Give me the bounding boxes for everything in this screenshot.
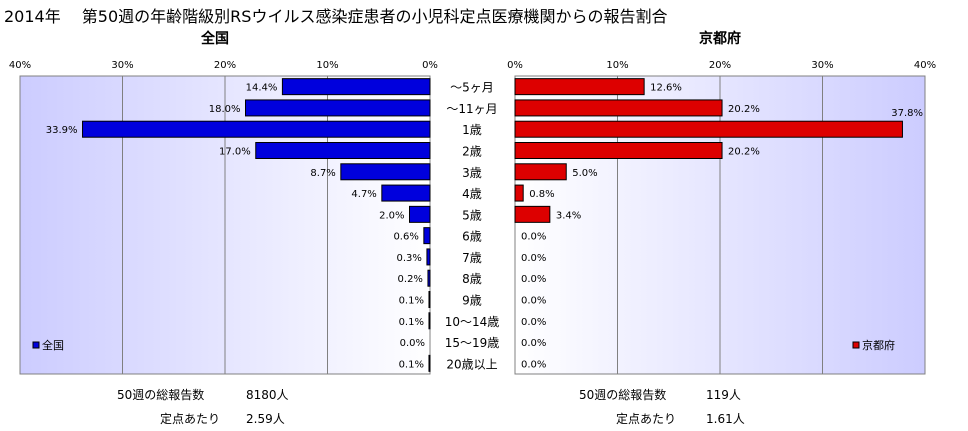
national-per-site-label: 定点あたり bbox=[160, 412, 221, 426]
kyoto-data-label: 0.0% bbox=[521, 253, 546, 264]
category-label: 3歳 bbox=[462, 166, 482, 180]
kyoto-total-value: 119人 bbox=[706, 388, 741, 402]
category-label: 15～19歳 bbox=[445, 336, 500, 350]
kyoto-bar bbox=[514, 142, 723, 159]
category-label: 20歳以上 bbox=[446, 357, 497, 371]
kyoto-per-site-value: 1.61人 bbox=[706, 412, 745, 426]
category-label: 1歳 bbox=[462, 123, 482, 137]
national-bar bbox=[255, 142, 431, 159]
national-data-label: 18.0% bbox=[209, 104, 241, 115]
category-label: 7歳 bbox=[462, 251, 482, 265]
kyoto-x-tick: 20% bbox=[709, 60, 731, 71]
national-legend-label: 全国 bbox=[42, 338, 64, 352]
category-label: 10～14歳 bbox=[445, 315, 500, 329]
kyoto-x-tick: 0% bbox=[507, 60, 523, 71]
national-bar bbox=[423, 227, 431, 245]
national-data-label: 8.7% bbox=[310, 168, 335, 179]
kyoto-bar bbox=[514, 184, 524, 202]
national-legend-swatch bbox=[32, 341, 40, 349]
kyoto-bar bbox=[514, 120, 903, 138]
kyoto-data-label: 0.0% bbox=[521, 359, 546, 370]
national-x-tick: 20% bbox=[214, 60, 236, 71]
national-bar bbox=[82, 120, 431, 138]
national-data-label: 0.2% bbox=[398, 274, 423, 285]
kyoto-total-label: 50週の総報告数 bbox=[579, 388, 667, 402]
national-data-label: 0.1% bbox=[399, 317, 424, 328]
national-data-label: 33.9% bbox=[46, 125, 78, 136]
category-label: 5歳 bbox=[462, 208, 482, 222]
national-bar bbox=[340, 163, 431, 181]
category-label: ～5ヶ月 bbox=[450, 81, 494, 95]
kyoto-per-site-label: 定点あたり bbox=[616, 412, 677, 426]
category-label: 6歳 bbox=[462, 230, 482, 244]
kyoto-data-label: 20.2% bbox=[728, 104, 760, 115]
kyoto-x-tick: 40% bbox=[914, 60, 936, 71]
national-bar bbox=[427, 269, 431, 287]
national-x-tick: 0% bbox=[422, 60, 438, 71]
national-x-tick: 30% bbox=[111, 60, 133, 71]
kyoto-bar bbox=[514, 78, 645, 96]
chart-title: 2014年 第50週の年齢階級別RSウイルス感染症患者の小児科定点医療機関からの… bbox=[4, 7, 668, 26]
kyoto-bar bbox=[514, 99, 723, 117]
kyoto-data-label: 37.8% bbox=[891, 108, 923, 119]
national-bar bbox=[428, 354, 431, 372]
category-label: ～11ヶ月 bbox=[446, 102, 497, 116]
national-bar bbox=[245, 99, 431, 117]
kyoto-data-label: 0.0% bbox=[521, 274, 546, 285]
kyoto-data-label: 0.0% bbox=[521, 338, 546, 349]
kyoto-data-label: 3.4% bbox=[556, 210, 581, 221]
kyoto-x-tick: 10% bbox=[606, 60, 628, 71]
national-total-label: 50週の総報告数 bbox=[117, 388, 205, 402]
national-bar bbox=[426, 248, 431, 266]
national-data-label: 0.0% bbox=[400, 338, 425, 349]
category-label: 4歳 bbox=[462, 187, 482, 201]
national-data-label: 17.0% bbox=[219, 147, 251, 158]
kyoto-bar bbox=[514, 205, 551, 223]
national-data-label: 4.7% bbox=[351, 189, 376, 200]
category-label: 8歳 bbox=[462, 272, 482, 286]
national-x-tick: 40% bbox=[9, 60, 31, 71]
national-data-label: 0.3% bbox=[397, 253, 422, 264]
national-data-label: 0.1% bbox=[399, 296, 424, 307]
kyoto-data-label: 0.0% bbox=[521, 317, 546, 328]
national-data-label: 14.4% bbox=[246, 83, 278, 94]
national-per-site-value: 2.59人 bbox=[246, 412, 285, 426]
national-data-label: 0.6% bbox=[393, 232, 418, 243]
kyoto-legend-swatch bbox=[852, 341, 860, 349]
kyoto-data-label: 20.2% bbox=[728, 147, 760, 158]
kyoto-data-label: 12.6% bbox=[650, 83, 682, 94]
national-panel-title: 全国 bbox=[200, 30, 229, 47]
national-bar bbox=[381, 184, 431, 202]
national-bar bbox=[281, 78, 431, 96]
kyoto-bar bbox=[514, 163, 567, 181]
kyoto-x-tick: 30% bbox=[811, 60, 833, 71]
kyoto-data-label: 5.0% bbox=[572, 168, 597, 179]
category-label: 9歳 bbox=[462, 294, 482, 308]
national-bar bbox=[428, 312, 431, 330]
national-x-tick: 10% bbox=[316, 60, 338, 71]
national-bar bbox=[428, 291, 431, 308]
category-label: 2歳 bbox=[462, 145, 482, 159]
kyoto-legend-label: 京都府 bbox=[862, 338, 895, 352]
national-data-label: 0.1% bbox=[399, 359, 424, 370]
national-bar bbox=[409, 205, 431, 223]
kyoto-data-label: 0.8% bbox=[529, 189, 554, 200]
kyoto-data-label: 0.0% bbox=[521, 232, 546, 243]
kyoto-data-label: 0.0% bbox=[521, 296, 546, 307]
national-data-label: 2.0% bbox=[379, 210, 404, 221]
national-total-value: 8180人 bbox=[246, 388, 289, 402]
kyoto-panel-title: 京都府 bbox=[699, 30, 741, 47]
